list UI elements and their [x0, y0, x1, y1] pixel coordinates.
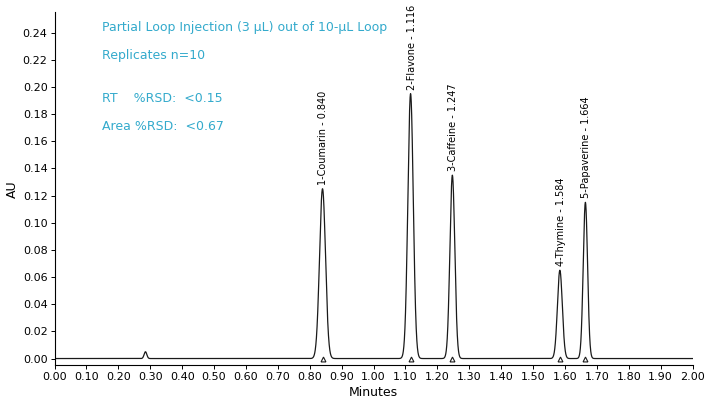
Text: Area %RSD:  <0.67: Area %RSD: <0.67 — [102, 120, 224, 133]
Text: RT    %RSD:  <0.15: RT %RSD: <0.15 — [102, 92, 223, 104]
Y-axis label: AU: AU — [6, 180, 19, 198]
Text: Replicates n=10: Replicates n=10 — [102, 49, 206, 62]
X-axis label: Minutes: Minutes — [349, 386, 398, 399]
Text: 5-Papaverine - 1.664: 5-Papaverine - 1.664 — [581, 97, 591, 198]
Text: 2-Flavone - 1.116: 2-Flavone - 1.116 — [406, 4, 416, 90]
Text: 4-Thymine - 1.584: 4-Thymine - 1.584 — [555, 178, 565, 266]
Text: 1-Coumarin - 0.840: 1-Coumarin - 0.840 — [318, 90, 328, 185]
Text: Partial Loop Injection (3 μL) out of 10-μL Loop: Partial Loop Injection (3 μL) out of 10-… — [102, 21, 388, 34]
Text: 3-Caffeine - 1.247: 3-Caffeine - 1.247 — [448, 83, 458, 171]
